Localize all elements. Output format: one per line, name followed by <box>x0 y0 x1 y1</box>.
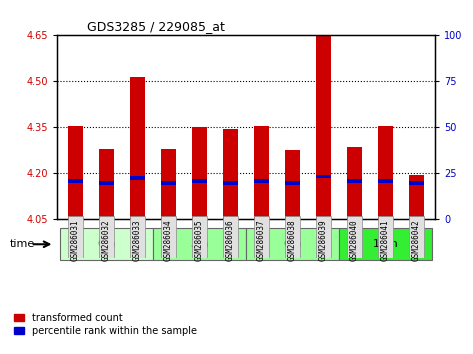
Legend: transformed count, percentile rank within the sample: transformed count, percentile rank withi… <box>14 313 197 336</box>
Text: 3 h: 3 h <box>191 239 208 249</box>
Bar <box>161 149 176 219</box>
Text: GSM286041: GSM286041 <box>381 219 390 261</box>
Text: GDS3285 / 229085_at: GDS3285 / 229085_at <box>87 20 225 33</box>
FancyBboxPatch shape <box>161 216 176 258</box>
Text: GSM286038: GSM286038 <box>288 219 297 261</box>
FancyBboxPatch shape <box>339 228 432 260</box>
FancyBboxPatch shape <box>378 216 393 258</box>
FancyBboxPatch shape <box>68 216 83 258</box>
Text: 6 h: 6 h <box>284 239 301 249</box>
FancyBboxPatch shape <box>130 216 145 258</box>
Bar <box>99 149 114 219</box>
Text: GSM286039: GSM286039 <box>319 219 328 261</box>
Bar <box>99 181 114 184</box>
Text: GSM286036: GSM286036 <box>226 219 235 261</box>
Bar <box>68 179 83 183</box>
Bar <box>223 181 238 184</box>
Bar <box>254 179 269 183</box>
FancyBboxPatch shape <box>192 216 207 258</box>
Bar <box>161 181 176 184</box>
Text: GSM286034: GSM286034 <box>164 219 173 261</box>
Text: 12 h: 12 h <box>373 239 398 249</box>
Bar <box>378 126 393 219</box>
Bar <box>316 36 331 219</box>
Bar <box>192 127 207 219</box>
Text: GSM286031: GSM286031 <box>71 219 80 261</box>
FancyBboxPatch shape <box>99 216 114 258</box>
Bar <box>130 77 145 219</box>
FancyBboxPatch shape <box>316 216 331 258</box>
Bar <box>347 147 362 219</box>
FancyBboxPatch shape <box>254 216 269 258</box>
Bar <box>285 150 300 219</box>
Bar <box>223 129 238 219</box>
Bar <box>130 176 145 180</box>
Text: GSM286035: GSM286035 <box>195 219 204 261</box>
FancyBboxPatch shape <box>223 216 238 258</box>
FancyBboxPatch shape <box>153 228 246 260</box>
Bar <box>68 126 83 219</box>
FancyBboxPatch shape <box>60 228 153 260</box>
Bar <box>192 179 207 183</box>
Bar <box>285 181 300 184</box>
Text: time: time <box>9 239 35 249</box>
Text: 0 h: 0 h <box>97 239 115 249</box>
Bar <box>316 175 331 178</box>
FancyBboxPatch shape <box>347 216 362 258</box>
Bar <box>409 175 424 219</box>
FancyBboxPatch shape <box>285 216 300 258</box>
Bar <box>378 179 393 183</box>
Bar <box>254 126 269 219</box>
Text: GSM286033: GSM286033 <box>133 219 142 261</box>
FancyBboxPatch shape <box>409 216 424 258</box>
Text: GSM286042: GSM286042 <box>412 219 421 261</box>
Bar <box>409 181 424 184</box>
Text: GSM286040: GSM286040 <box>350 219 359 261</box>
Text: GSM286032: GSM286032 <box>102 219 111 261</box>
FancyBboxPatch shape <box>246 228 339 260</box>
Bar <box>347 179 362 183</box>
Text: GSM286037: GSM286037 <box>257 219 266 261</box>
